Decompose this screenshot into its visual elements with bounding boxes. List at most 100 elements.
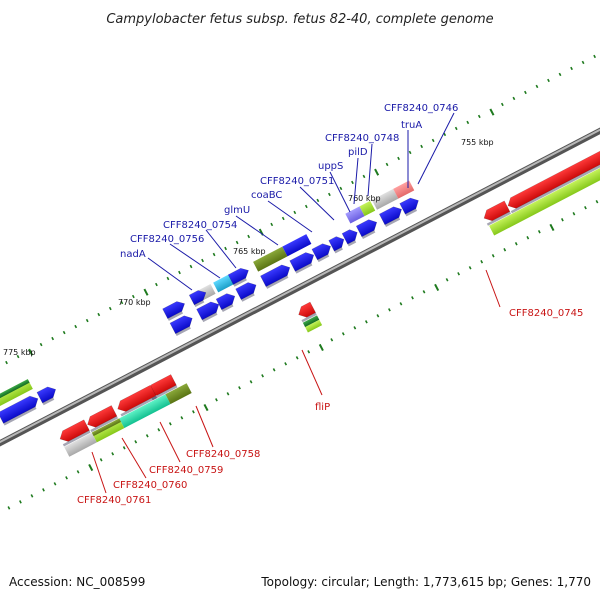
tick-mark xyxy=(131,294,135,299)
gene-cds-0756a[interactable] xyxy=(196,299,222,321)
tick-mark xyxy=(537,230,541,234)
gene-cog-olive-0760[interactable] xyxy=(91,418,122,437)
tick-mark xyxy=(526,236,530,240)
tick-mark xyxy=(316,198,320,203)
gene-cog-cyan-0754[interactable] xyxy=(213,274,235,293)
tick-mark xyxy=(466,120,470,125)
tick-mark xyxy=(270,222,274,227)
gene-cog-dkgreen-flip[interactable] xyxy=(302,315,320,328)
label-cff8240-0760[interactable]: CFF8240_0760 xyxy=(113,480,187,491)
gene-cds-upper-0[interactable] xyxy=(162,299,188,320)
gene-shadow xyxy=(167,311,184,321)
gene-cog-grey-0747[interactable] xyxy=(371,188,399,210)
label-cff8240-0751[interactable]: CFF8240_0751 xyxy=(260,176,334,187)
tick-mark xyxy=(284,362,288,366)
gene-cds-0756b[interactable] xyxy=(215,291,238,311)
tick-mark xyxy=(397,156,400,161)
gene-cds-0746[interactable] xyxy=(399,195,422,215)
tick-mark xyxy=(547,78,550,83)
gene-cds-0762[interactable] xyxy=(36,384,59,404)
tick-mark xyxy=(318,343,324,352)
tick-mark xyxy=(593,54,597,59)
tick-mark xyxy=(88,463,94,472)
gene-shadow xyxy=(510,141,600,214)
gene-shadow xyxy=(90,416,119,433)
label-pild[interactable]: pilD xyxy=(348,147,368,158)
gene-cds-0751[interactable] xyxy=(311,241,334,261)
tick-label-775: 775 kbp xyxy=(3,348,36,357)
label-cff8240-0754[interactable]: CFF8240_0754 xyxy=(163,220,237,231)
gene-cds-0763[interactable] xyxy=(0,393,41,424)
tick-mark xyxy=(108,306,112,311)
tick-mark xyxy=(512,96,516,101)
tick-mark xyxy=(224,246,228,251)
gene-cds-nada[interactable] xyxy=(169,313,195,335)
gene-cog-green-flip[interactable] xyxy=(305,319,323,333)
gene-cog-olive-0758[interactable] xyxy=(165,383,192,405)
gene-cds-upper-2[interactable] xyxy=(227,266,251,285)
gene-cds-0761[interactable] xyxy=(57,419,90,444)
tick-mark xyxy=(477,114,481,119)
tick-mark xyxy=(353,326,357,330)
gene-shadow xyxy=(295,263,313,274)
label-cff8240-0746[interactable]: CFF8240_0746 xyxy=(384,103,458,114)
tick-mark xyxy=(581,60,585,65)
label-cff8240-0758[interactable]: CFF8240_0758 xyxy=(186,449,260,460)
tick-mark xyxy=(180,416,184,420)
gene-cog-teal-0759[interactable] xyxy=(119,394,171,429)
gene-cds-0754[interactable] xyxy=(235,280,259,300)
label-cff8240-0759[interactable]: CFF8240_0759 xyxy=(149,465,223,476)
gene-cog-green-0748[interactable] xyxy=(359,200,376,217)
label-nada[interactable]: nadA xyxy=(120,249,146,260)
tick-mark xyxy=(247,234,251,239)
label-cff8240-0756[interactable]: CFF8240_0756 xyxy=(130,234,204,245)
gene-shadow xyxy=(62,430,91,447)
gene-cds-0760[interactable] xyxy=(85,405,118,429)
gene-cog-olive-0751[interactable] xyxy=(253,246,288,272)
tick-mark xyxy=(295,356,299,360)
label-cff8240-0745[interactable]: CFF8240_0745 xyxy=(509,308,583,319)
tick-mark xyxy=(560,218,564,222)
gene-cog-violet-0748[interactable] xyxy=(345,206,365,224)
tick-mark xyxy=(304,204,308,209)
gene-cds-0745[interactable] xyxy=(505,130,600,211)
tick-mark xyxy=(215,398,218,402)
tick-mark xyxy=(434,283,440,292)
label-coabc[interactable]: coaBC xyxy=(251,190,282,201)
tick-mark xyxy=(503,248,507,252)
label-trua[interactable]: truA xyxy=(401,120,422,131)
tick-mark xyxy=(388,308,391,312)
gene-cog-grey-0761[interactable] xyxy=(64,432,97,457)
tick-mark xyxy=(111,452,115,456)
gene-cds-trua[interactable] xyxy=(378,204,404,226)
gene-cds-0748[interactable] xyxy=(355,217,379,238)
tick-mark xyxy=(489,108,495,116)
gene-cds-coabc[interactable] xyxy=(289,250,317,272)
gene-cog-dkgreen-0763[interactable] xyxy=(0,379,30,403)
tick-mark xyxy=(376,314,380,318)
tick-mark xyxy=(157,428,161,432)
gene-cds-flip[interactable] xyxy=(296,301,316,320)
tick-ring-outer xyxy=(5,54,597,365)
gene-cds-0759[interactable] xyxy=(115,384,157,414)
gene-cds-upps[interactable] xyxy=(328,234,347,252)
gene-shadow xyxy=(194,300,205,308)
gene-cds-glmu[interactable] xyxy=(260,262,292,287)
gene-cog-pink-0746[interactable] xyxy=(393,180,415,199)
label-upps[interactable]: uppS xyxy=(318,161,343,172)
gene-cds-pild[interactable] xyxy=(341,227,360,245)
label-glmu[interactable]: glmU xyxy=(224,205,250,216)
tick-mark xyxy=(549,223,555,231)
tick-mark xyxy=(341,332,345,336)
label-cff8240-0748[interactable]: CFF8240_0748 xyxy=(325,133,399,144)
gene-cds-0745a[interactable] xyxy=(481,200,511,224)
gene-shadow xyxy=(175,326,191,336)
tick-mark xyxy=(28,348,34,356)
label-cff8240-0761[interactable]: CFF8240_0761 xyxy=(77,495,151,506)
gene-cog-green-0745[interactable] xyxy=(489,144,600,236)
tick-mark xyxy=(145,434,149,438)
label-flip[interactable]: fliP xyxy=(315,402,330,413)
gene-cog-green-0751b[interactable] xyxy=(282,234,312,257)
gene-cds-upper-1[interactable] xyxy=(188,288,208,306)
